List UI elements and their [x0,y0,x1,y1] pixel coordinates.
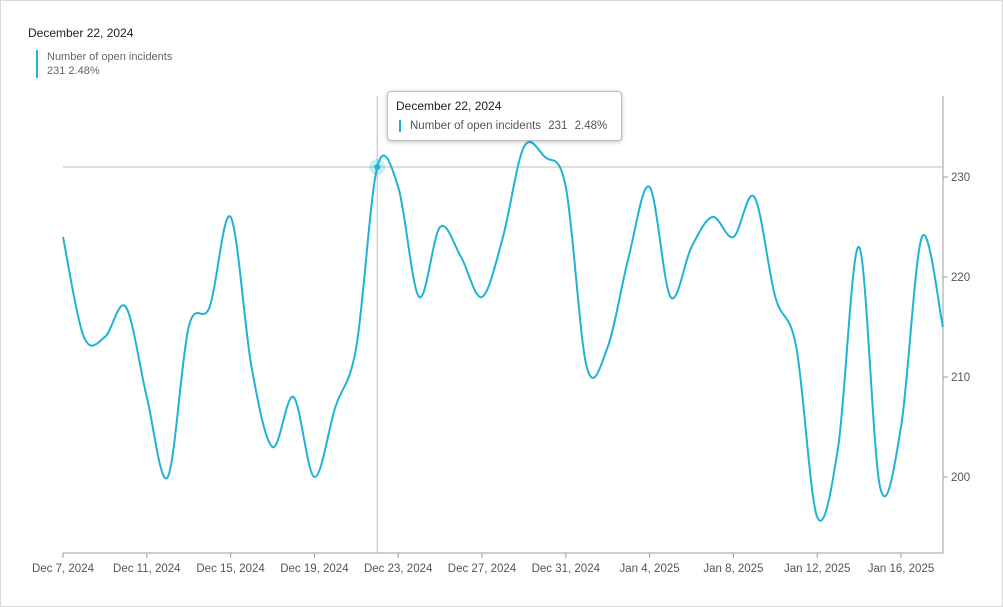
legend-value-row: 231 2.48% [47,64,172,78]
x-tick-label: Jan 8, 2025 [703,563,763,575]
series-line [62,141,944,522]
series-layer [62,141,944,522]
y-tick-label: 200 [951,472,970,484]
x-tick-label: Dec 19, 2024 [280,563,349,575]
x-tick-label: Dec 31, 2024 [532,563,601,575]
tooltip-date: December 22, 2024 [396,99,502,113]
crosshair [63,96,943,553]
chart-header: December 22, 2024 [28,26,133,40]
x-tick-label: Jan 4, 2025 [620,563,680,575]
highlight-point [374,164,381,170]
x-tick-label: Dec 27, 2024 [448,563,517,575]
y-axis-ticks: 200 210 220 230 [943,172,970,484]
legend-series-name: Number of open incidents [47,51,173,63]
tooltip-series-row: Number of open incidents 231 2.48% [399,120,611,132]
chart-tooltip: December 22, 2024 Number of open inciden… [387,91,622,141]
y-tick-label: 220 [951,272,970,284]
x-tick-label: Dec 15, 2024 [196,563,265,575]
legend-value: 231 [47,65,66,77]
x-tick-label: Dec 11, 2024 [113,563,181,575]
x-tick-label: Jan 16, 2025 [868,563,935,575]
y-tick-label: 230 [951,172,970,184]
legend-change: 2.48% [68,65,100,77]
tooltip-series-name: Number of open incidents [410,120,542,132]
header-date: December 22, 2024 [28,26,134,40]
x-tick-label: Dec 7, 2024 [32,563,95,575]
y-tick-label: 210 [951,372,970,384]
tooltip-change: 2.48% [574,120,608,132]
x-tick-label: Jan 12, 2025 [784,563,851,575]
legend-entry: Number of open incidents 231 2.48% [36,50,172,78]
x-axis-ticks: Dec 7, 2024 Dec 11, 2024 Dec 15, 2024 Dec 1… [32,553,934,575]
x-tick-label: Dec 23, 2024 [364,563,433,575]
tooltip-value: 231 [548,120,568,132]
